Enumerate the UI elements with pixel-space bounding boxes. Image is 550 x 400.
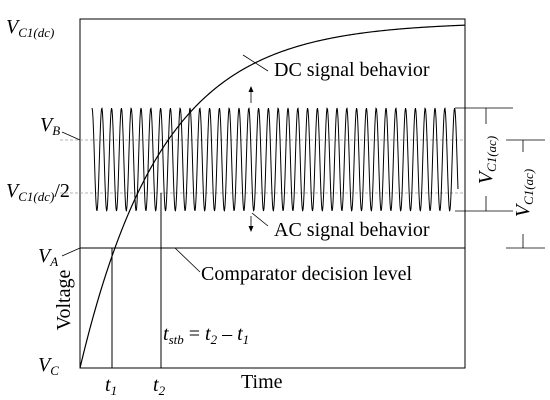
amplitude-down-arrow [248,216,254,232]
vc1dc-label: VC1(dc) [6,16,54,40]
plot-frame [79,18,466,369]
vc-label: VC [38,354,59,378]
dc-signal-curve [79,24,466,369]
ac-signal-waveform [91,107,459,212]
t1-label: t1 [105,374,117,398]
va-label: VA [38,245,58,269]
voltage-axis-title: Voltage [53,270,75,331]
vc1ac-inner-dimension [455,107,513,212]
dc-behavior-label: DC signal behavior [274,59,430,81]
dc-callout-leader [242,54,269,72]
amplitude-up-arrow [248,86,254,103]
vc1ac-inner-label: VC1(ac) [475,136,499,184]
vb-label: VB [40,114,60,138]
va-leader-line [61,247,81,257]
comparator-label: Comparator decision level [201,263,412,285]
time-axis-title: Time [241,371,283,393]
ac-callout-leader [251,212,269,227]
half-vc1dc-label: VC1(dc)/2 [6,180,70,204]
comparator-callout-leader [174,247,201,273]
vc1ac-outer-dimension [506,139,545,249]
stabilization-equation: tstb = t2 – t1 [163,323,249,347]
vb-leader-line [61,131,81,141]
ac-behavior-label: AC signal behavior [274,219,430,241]
vc1ac-outer-label: VC1(ac) [512,169,536,217]
t2-label: t2 [153,374,166,398]
